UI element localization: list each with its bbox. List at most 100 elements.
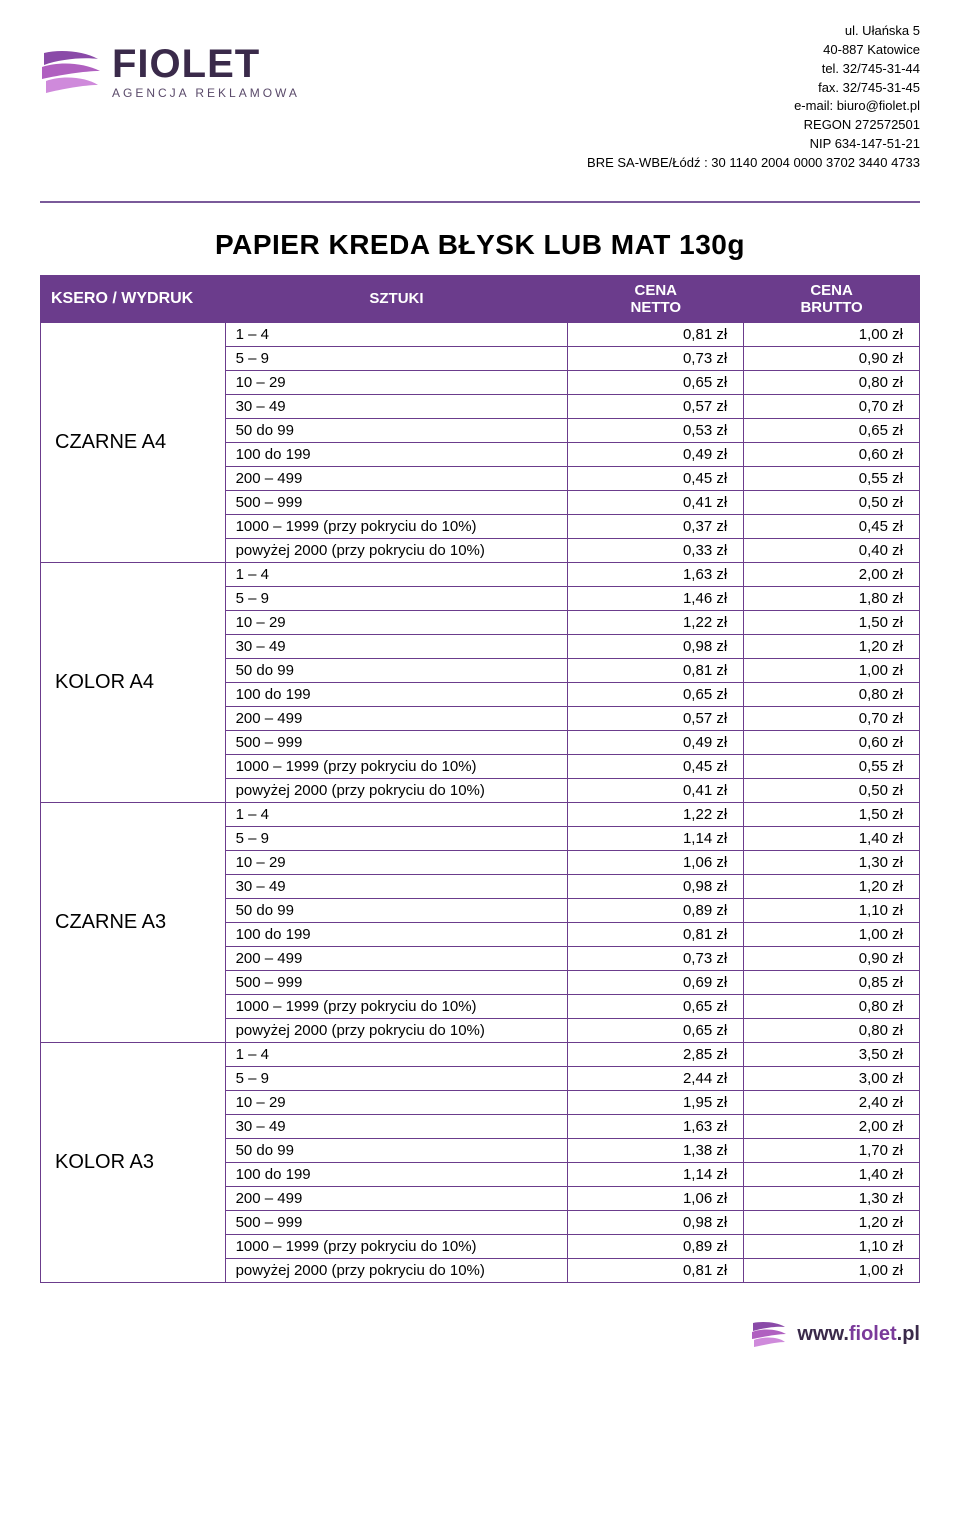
- qty-cell: 30 – 49: [225, 1115, 568, 1139]
- company-email: e-mail: biuro@fiolet.pl: [587, 97, 920, 116]
- brutto-cell: 1,30 zł: [744, 851, 920, 875]
- brutto-cell: 1,20 zł: [744, 1211, 920, 1235]
- qty-cell: 10 – 29: [225, 1091, 568, 1115]
- qty-cell: 5 – 9: [225, 587, 568, 611]
- brutto-cell: 0,55 zł: [744, 755, 920, 779]
- brutto-cell: 2,00 zł: [744, 1115, 920, 1139]
- qty-cell: 30 – 49: [225, 395, 568, 419]
- brutto-cell: 0,55 zł: [744, 467, 920, 491]
- qty-cell: powyżej 2000 (przy pokryciu do 10%): [225, 779, 568, 803]
- netto-cell: 1,63 zł: [568, 1115, 744, 1139]
- qty-cell: 200 – 499: [225, 947, 568, 971]
- qty-cell: 1000 – 1999 (przy pokryciu do 10%): [225, 515, 568, 539]
- netto-cell: 0,45 zł: [568, 755, 744, 779]
- netto-cell: 0,98 zł: [568, 1211, 744, 1235]
- qty-cell: 100 do 199: [225, 443, 568, 467]
- qty-cell: 500 – 999: [225, 1211, 568, 1235]
- netto-cell: 0,89 zł: [568, 1235, 744, 1259]
- brutto-cell: 1,00 zł: [744, 323, 920, 347]
- table-row: CZARNE A31 – 41,22 zł1,50 zł: [41, 803, 920, 827]
- brutto-cell: 0,90 zł: [744, 347, 920, 371]
- qty-cell: 200 – 499: [225, 707, 568, 731]
- netto-cell: 0,89 zł: [568, 899, 744, 923]
- brutto-cell: 1,70 zł: [744, 1139, 920, 1163]
- brutto-cell: 3,00 zł: [744, 1067, 920, 1091]
- qty-cell: 200 – 499: [225, 467, 568, 491]
- netto-cell: 0,53 zł: [568, 419, 744, 443]
- netto-cell: 0,41 zł: [568, 491, 744, 515]
- brutto-cell: 0,50 zł: [744, 491, 920, 515]
- th-sztuki: SZTUKI: [225, 275, 568, 323]
- qty-cell: 100 do 199: [225, 1163, 568, 1187]
- divider: [40, 201, 920, 203]
- qty-cell: 50 do 99: [225, 899, 568, 923]
- qty-cell: 1 – 4: [225, 1043, 568, 1067]
- logo-block: FIOLET AGENCJA REKLAMOWA: [40, 20, 300, 100]
- netto-cell: 0,98 zł: [568, 635, 744, 659]
- qty-cell: 10 – 29: [225, 371, 568, 395]
- qty-cell: powyżej 2000 (przy pokryciu do 10%): [225, 1259, 568, 1283]
- company-regon: REGON 272572501: [587, 116, 920, 135]
- qty-cell: 1 – 4: [225, 323, 568, 347]
- netto-cell: 1,06 zł: [568, 851, 744, 875]
- netto-cell: 0,98 zł: [568, 875, 744, 899]
- brutto-cell: 1,00 zł: [744, 659, 920, 683]
- brutto-cell: 1,00 zł: [744, 923, 920, 947]
- qty-cell: 100 do 199: [225, 683, 568, 707]
- table-head: KSERO / WYDRUK SZTUKI CENA NETTO CENA BR…: [41, 275, 920, 323]
- brutto-cell: 1,20 zł: [744, 875, 920, 899]
- qty-cell: 500 – 999: [225, 731, 568, 755]
- netto-cell: 0,73 zł: [568, 347, 744, 371]
- qty-cell: 30 – 49: [225, 875, 568, 899]
- brutto-cell: 1,20 zł: [744, 635, 920, 659]
- brutto-cell: 1,80 zł: [744, 587, 920, 611]
- brutto-cell: 0,40 zł: [744, 539, 920, 563]
- qty-cell: 1000 – 1999 (przy pokryciu do 10%): [225, 755, 568, 779]
- brutto-cell: 0,80 zł: [744, 1019, 920, 1043]
- qty-cell: 50 do 99: [225, 1139, 568, 1163]
- qty-cell: 5 – 9: [225, 347, 568, 371]
- table-row: KOLOR A41 – 41,63 zł2,00 zł: [41, 563, 920, 587]
- brutto-cell: 0,45 zł: [744, 515, 920, 539]
- netto-cell: 1,14 zł: [568, 827, 744, 851]
- netto-cell: 0,65 zł: [568, 1019, 744, 1043]
- brutto-cell: 0,80 zł: [744, 683, 920, 707]
- brutto-cell: 0,70 zł: [744, 395, 920, 419]
- brutto-cell: 0,60 zł: [744, 443, 920, 467]
- netto-cell: 0,73 zł: [568, 947, 744, 971]
- netto-cell: 1,38 zł: [568, 1139, 744, 1163]
- company-address1: ul. Ułańska 5: [587, 22, 920, 41]
- brutto-cell: 1,50 zł: [744, 611, 920, 635]
- th-netto: CENA NETTO: [568, 275, 744, 323]
- logo-icon: [40, 45, 102, 99]
- netto-cell: 0,49 zł: [568, 731, 744, 755]
- qty-cell: 5 – 9: [225, 1067, 568, 1091]
- qty-cell: 50 do 99: [225, 659, 568, 683]
- netto-cell: 0,81 zł: [568, 1259, 744, 1283]
- qty-cell: 1 – 4: [225, 803, 568, 827]
- brutto-cell: 0,80 zł: [744, 995, 920, 1019]
- qty-cell: 1 – 4: [225, 563, 568, 587]
- netto-cell: 1,22 zł: [568, 611, 744, 635]
- qty-cell: powyżej 2000 (przy pokryciu do 10%): [225, 539, 568, 563]
- netto-cell: 0,33 zł: [568, 539, 744, 563]
- qty-cell: 1000 – 1999 (przy pokryciu do 10%): [225, 995, 568, 1019]
- qty-cell: 100 do 199: [225, 923, 568, 947]
- netto-cell: 1,14 zł: [568, 1163, 744, 1187]
- netto-cell: 0,41 zł: [568, 779, 744, 803]
- company-address2: 40-887 Katowice: [587, 41, 920, 60]
- brutto-cell: 1,50 zł: [744, 803, 920, 827]
- brutto-cell: 0,60 zł: [744, 731, 920, 755]
- brutto-cell: 0,50 zł: [744, 779, 920, 803]
- netto-cell: 0,81 zł: [568, 323, 744, 347]
- qty-cell: powyżej 2000 (przy pokryciu do 10%): [225, 1019, 568, 1043]
- netto-cell: 0,45 zł: [568, 467, 744, 491]
- brutto-cell: 0,90 zł: [744, 947, 920, 971]
- th-ksero: KSERO / WYDRUK: [41, 275, 226, 323]
- netto-cell: 0,57 zł: [568, 707, 744, 731]
- brutto-cell: 1,10 zł: [744, 899, 920, 923]
- qty-cell: 500 – 999: [225, 491, 568, 515]
- logo-text: FIOLET: [112, 44, 300, 84]
- netto-cell: 0,65 zł: [568, 371, 744, 395]
- netto-cell: 1,95 zł: [568, 1091, 744, 1115]
